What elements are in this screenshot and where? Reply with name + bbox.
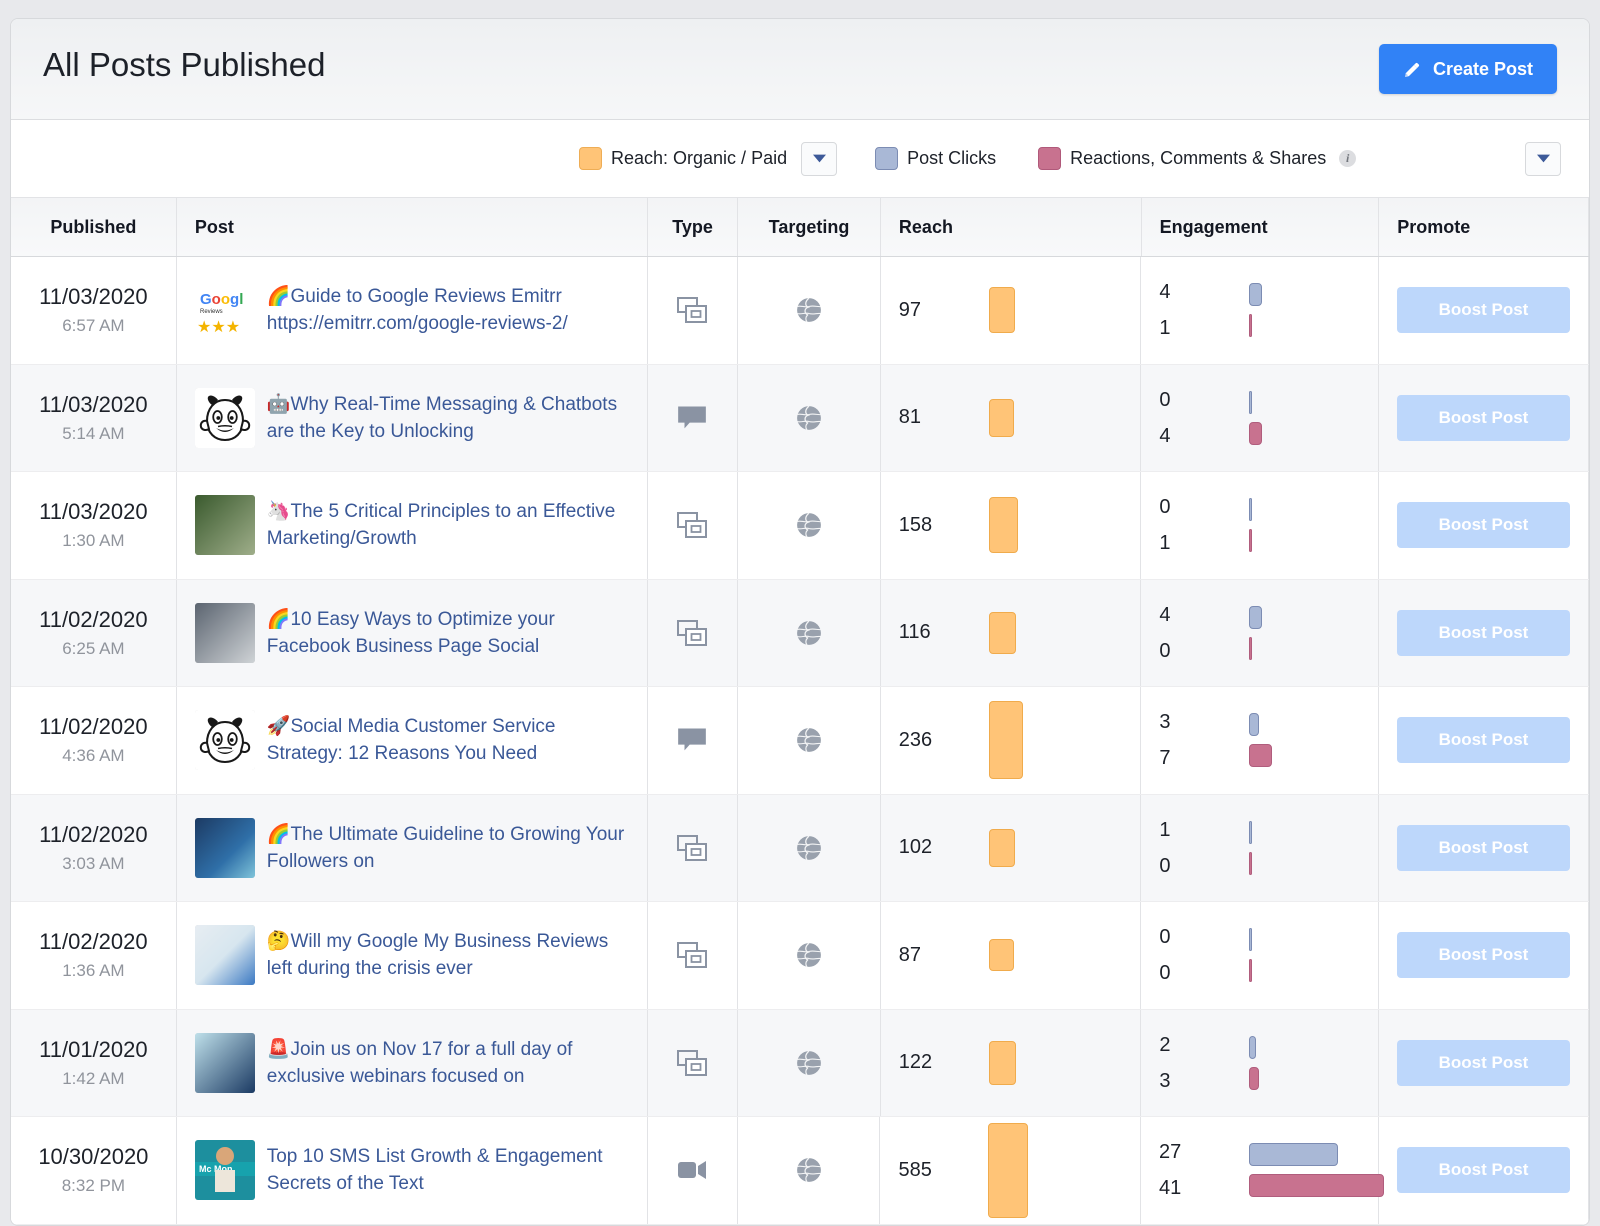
svg-text:Googl: Googl <box>200 291 243 308</box>
svg-text:★★★: ★★★ <box>197 319 240 336</box>
svg-text:Reviews: Reviews <box>200 309 223 315</box>
